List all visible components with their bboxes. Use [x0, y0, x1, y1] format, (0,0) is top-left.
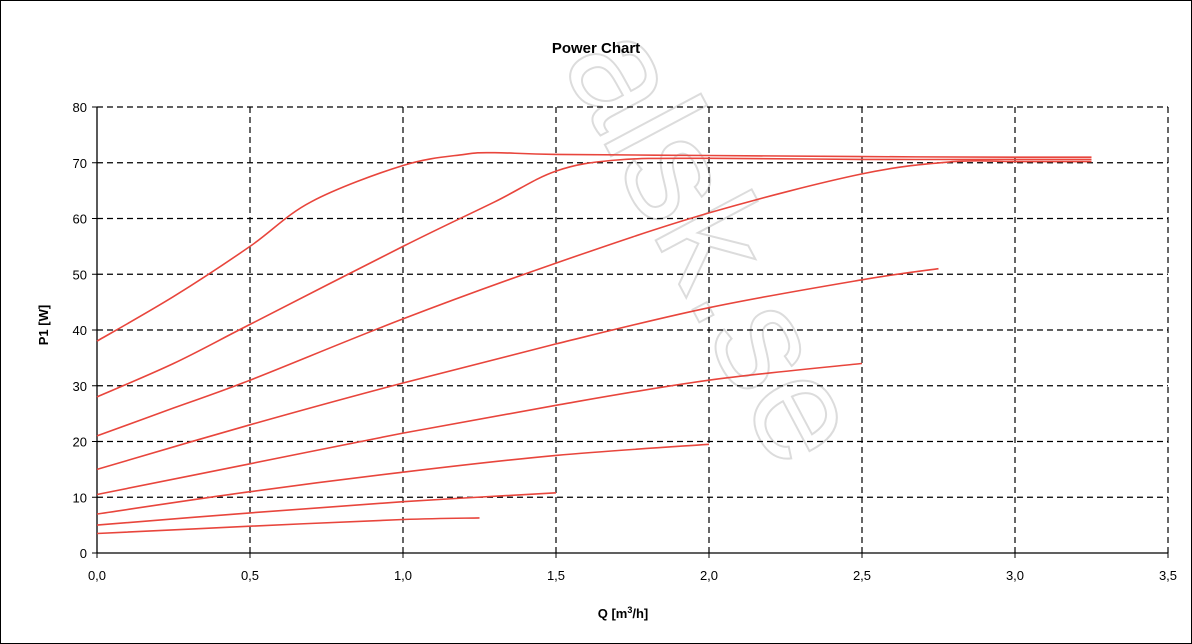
y-tick-label: 30 [73, 379, 87, 394]
x-tick-label: 1,0 [394, 568, 412, 583]
x-axis-label: Q [m3/h] [598, 605, 649, 621]
series-line-6 [96, 443, 710, 515]
series-line-2 [96, 157, 1092, 398]
y-tick-label: 60 [73, 212, 87, 227]
chart-title: Power Chart [552, 40, 640, 57]
y-tick-label: 40 [73, 323, 87, 338]
x-tick-label: 1,5 [547, 568, 565, 583]
x-tick-label: 0,5 [241, 568, 259, 583]
series-line-8 [96, 517, 480, 535]
series-group [96, 151, 1092, 535]
y-tick-label: 10 [73, 490, 87, 505]
x-tick-labels: 0,0 0,5 1,0 1,5 2,0 2,5 3,0 3,5 [88, 568, 1177, 583]
series-line-5 [96, 362, 863, 496]
x-tick-label: 2,0 [700, 568, 718, 583]
x-axis-label-sup: 3 [627, 605, 632, 615]
y-axis-label: P1 [W] [36, 305, 51, 345]
series-line-4 [96, 267, 939, 471]
x-tick-label: 3,0 [1006, 568, 1024, 583]
axes [92, 106, 1169, 558]
watermark: alsk.se [533, 0, 901, 489]
y-tick-label: 0 [80, 546, 87, 561]
grid [97, 106, 1169, 553]
x-tick-label: 2,5 [853, 568, 871, 583]
x-axis-label-base: Q [m [598, 606, 628, 621]
series-line-3 [96, 159, 1092, 437]
x-tick-label: 3,5 [1159, 568, 1177, 583]
x-tick-label: 0,0 [88, 568, 106, 583]
y-tick-label: 50 [73, 267, 87, 282]
series-line-7 [96, 492, 557, 526]
y-tick-label: 70 [73, 156, 87, 171]
y-tick-label: 20 [73, 435, 87, 450]
series-line-1 [96, 151, 1092, 342]
y-tick-labels: 0 10 20 30 40 50 60 70 80 [73, 100, 87, 561]
x-axis-label-tail: /h] [632, 606, 648, 621]
y-tick-label: 80 [73, 100, 87, 115]
